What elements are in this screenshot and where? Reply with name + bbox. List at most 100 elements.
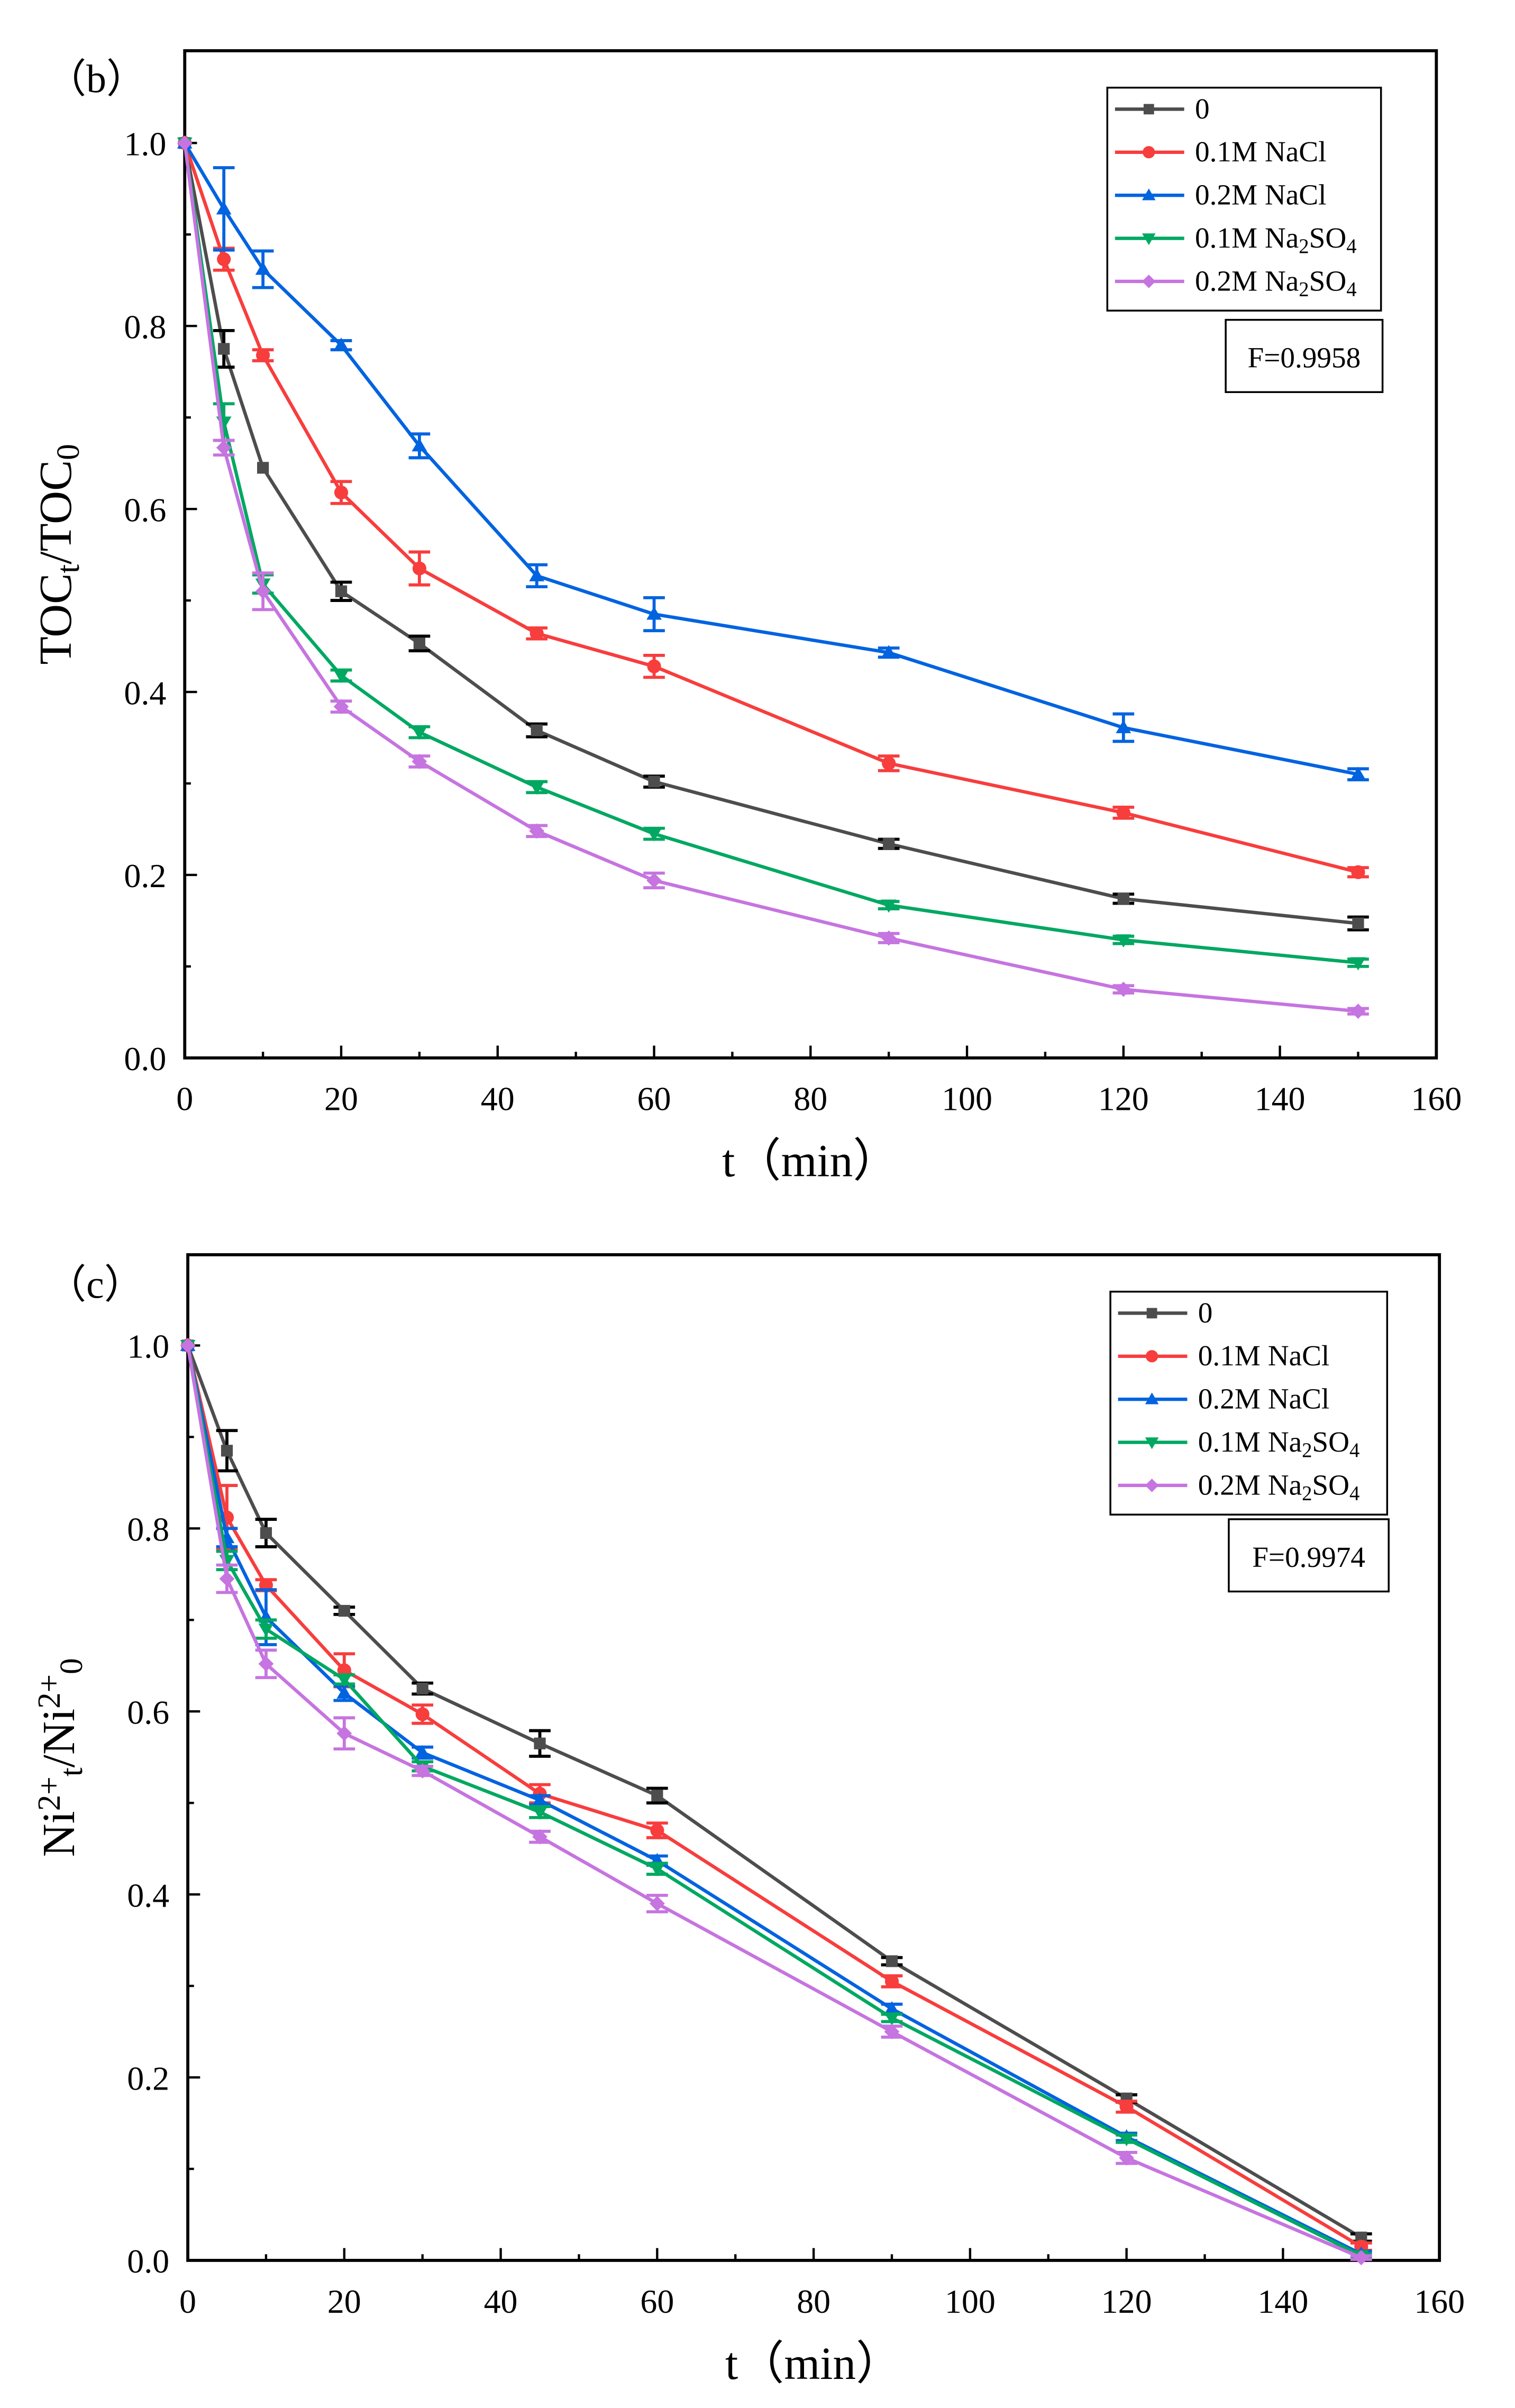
y-tick-label: 0.6 [127, 1693, 169, 1731]
superscript: 2+ [32, 1776, 67, 1811]
subscript: t [54, 1767, 89, 1776]
marker-diamond [255, 583, 271, 599]
label-part: 0 [1195, 93, 1210, 125]
marker-diamond [333, 699, 349, 715]
marker-circle [884, 1974, 899, 1989]
marker-triangle-down [532, 1807, 547, 1820]
marker-circle [1116, 806, 1130, 820]
subscript: 0 [51, 444, 86, 460]
marker-diamond [1116, 981, 1131, 997]
legend-label: 0.2M Na2SO4 [1195, 264, 1357, 300]
series-2 [177, 135, 1369, 781]
label-part: SO [1309, 264, 1347, 297]
legend-item: 0 [1115, 93, 1210, 125]
legend-item: 0 [1118, 1297, 1213, 1329]
marker-triangle-down [881, 899, 897, 913]
marker-circle [415, 1707, 430, 1721]
series-line [183, 142, 1359, 874]
marker-square [416, 1682, 428, 1695]
x-tick-label: 120 [1101, 2283, 1152, 2320]
legend-label: 0.2M Na2SO4 [1198, 1468, 1360, 1504]
legend-label: 0.1M NaCl [1195, 135, 1326, 168]
marker-triangle-up [415, 1745, 431, 1758]
series-4 [177, 135, 1369, 1019]
marker-triangle-up [255, 261, 271, 275]
annotation-box [1225, 318, 1384, 393]
subscript: t [51, 564, 86, 573]
marker-triangle-up [529, 568, 545, 581]
y-tick-label: 0.6 [124, 491, 166, 528]
legend-item: 0.1M Na2SO4 [1115, 222, 1357, 258]
marker-diamond [336, 1726, 352, 1741]
annotation-box [1228, 1518, 1390, 1593]
marker-circle [256, 348, 270, 362]
series-line [186, 1345, 1362, 2259]
x-tick-label: 120 [1098, 1080, 1149, 1118]
label-part: 0.2M Na [1198, 1468, 1302, 1501]
subscript: 4 [1349, 1439, 1359, 1462]
superscript: 2+ [32, 1674, 67, 1709]
x-tick-label: 140 [1257, 2283, 1308, 2320]
y-axis-title: Ni2+t/Ni2+0 [32, 1658, 90, 1857]
fit-annotation: F=0.9974 [1252, 1541, 1365, 1573]
label-part: 0.1M NaCl [1198, 1339, 1329, 1372]
series-line [183, 142, 1358, 1013]
marker-diamond [649, 1896, 665, 1911]
legend-label: 0.1M Na2SO4 [1195, 222, 1357, 258]
label-part: TOC [30, 573, 81, 665]
x-tick-label: 140 [1255, 1080, 1306, 1118]
legend: 0 0.1M NaCl 0.2M NaCl 0.1M Na2SO4 0.2M Na2SO… [1106, 86, 1382, 312]
marker-diamond [1142, 275, 1156, 288]
marker-square [1143, 104, 1154, 115]
marker-square [651, 1790, 663, 1802]
legend-item: 0.2M Na2SO4 [1118, 1468, 1360, 1504]
subscript: 0 [54, 1658, 89, 1674]
legend-label: 0.2M NaCl [1198, 1383, 1329, 1415]
marker-diamond [1119, 2150, 1135, 2166]
subscript: 2 [1302, 1482, 1312, 1504]
marker-diamond [412, 754, 427, 769]
marker-square [1146, 1308, 1157, 1319]
marker-diamond [646, 872, 662, 888]
subscript: 2 [1299, 278, 1309, 300]
marker-triangle-down [258, 1623, 274, 1637]
subscript: 2 [1299, 235, 1309, 258]
fit-annotation: F=0.9958 [1248, 342, 1361, 374]
series-line [186, 1345, 1362, 2239]
marker-diamond [180, 1338, 196, 1353]
x-axis-title: t（min） [725, 2338, 902, 2389]
marker-circle [650, 1823, 664, 1838]
marker-triangle-down [1116, 934, 1131, 948]
marker-square [257, 462, 269, 474]
marker-square [218, 343, 230, 355]
series-1 [178, 136, 1369, 879]
marker-triangle-down [529, 781, 545, 795]
series-line [186, 1345, 1362, 2256]
marker-square [534, 1737, 546, 1749]
legend-label: 0.2M NaCl [1195, 179, 1326, 211]
y-tick-label: 0.4 [124, 674, 166, 712]
marker-square [413, 637, 425, 650]
marker-triangle-up [884, 2001, 900, 2014]
marker-triangle-up [1145, 1392, 1159, 1404]
subscript: 4 [1349, 1482, 1359, 1504]
x-tick-label: 40 [484, 2283, 518, 2320]
marker-triangle-up [412, 438, 427, 452]
x-tick-label: 160 [1414, 2283, 1465, 2320]
x-tick-label: 20 [327, 2283, 361, 2320]
label-part: Ni [33, 1811, 84, 1857]
marker-triangle-down [336, 1674, 352, 1688]
y-tick-label: 0.4 [127, 1876, 169, 1914]
x-tick-label: 80 [797, 2283, 830, 2320]
panel-label: （b） [47, 57, 147, 101]
legend-label: 0 [1198, 1297, 1213, 1329]
x-tick-label: 100 [945, 2283, 996, 2320]
marker-diamond [219, 1571, 235, 1586]
marker-diamond [529, 823, 545, 839]
label-part: 0.1M Na [1198, 1426, 1302, 1458]
x-tick-label: 0 [179, 2283, 196, 2320]
marker-square [886, 1955, 898, 1967]
legend-label: 0.1M NaCl [1198, 1339, 1329, 1372]
